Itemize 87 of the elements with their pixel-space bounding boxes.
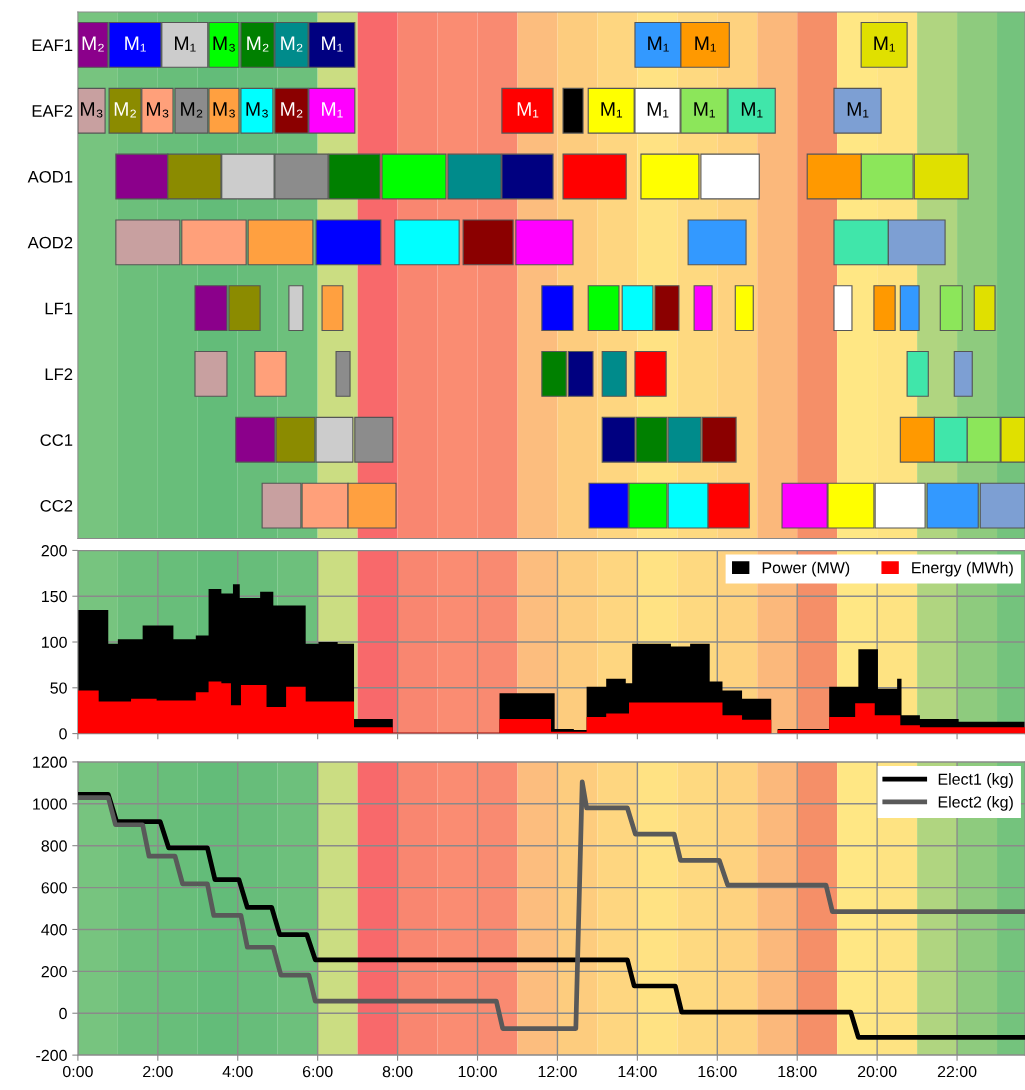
bar <box>587 285 620 332</box>
bar <box>321 285 344 332</box>
bar <box>501 87 554 134</box>
data-label: M₁ <box>601 102 623 118</box>
bar <box>734 285 754 332</box>
y-tick-label: 1200 <box>33 756 67 768</box>
x-tick-label: 16:00 <box>698 1065 737 1078</box>
y-tick-label: 1000 <box>33 798 67 810</box>
legend-label: Elect1 (kg) <box>938 773 1013 788</box>
data-label: M₃ <box>146 102 169 118</box>
bar <box>634 351 667 397</box>
x-tick-label: 10:00 <box>458 1065 497 1078</box>
x-tick-label: 18:00 <box>778 1065 817 1078</box>
bar <box>833 87 882 134</box>
y-tick-label: CC1 <box>40 434 73 446</box>
data-label: M₂ <box>247 36 269 52</box>
bar <box>288 285 304 332</box>
bar <box>873 285 896 332</box>
bar <box>77 87 106 134</box>
data-label: M₁ <box>874 36 896 52</box>
x-tick-label: 6:00 <box>302 1065 333 1078</box>
data-label: M₁ <box>175 36 196 52</box>
data-label: M₁ <box>694 102 715 118</box>
data-label: M₁ <box>125 36 146 52</box>
legend-label: Power (MW) <box>762 561 850 577</box>
bar <box>906 351 929 397</box>
y-tick-label: 0 <box>59 728 67 740</box>
bar <box>601 351 627 397</box>
data-label: M₁ <box>648 36 669 52</box>
data-label: M₃ <box>81 102 103 118</box>
x-tick-label: 8:00 <box>382 1065 413 1078</box>
bar <box>953 351 973 397</box>
y-tick-label: LF2 <box>45 368 73 380</box>
y-tick-label: 200 <box>41 965 67 978</box>
bar <box>693 285 713 332</box>
data-label: M₁ <box>322 36 343 52</box>
data-label: M₂ <box>281 102 303 118</box>
legend-label: Energy (MWh) <box>912 561 1013 577</box>
x-tick-label: 12:00 <box>538 1065 577 1078</box>
data-label: M₁ <box>695 36 716 52</box>
data-label: M₃ <box>213 102 235 118</box>
data-label: M₃ <box>246 102 268 118</box>
x-tick-label: 20:00 <box>857 1065 897 1078</box>
y-tick-label: AOD1 <box>27 170 73 183</box>
y-tick-label: AOD2 <box>27 236 73 249</box>
bar <box>194 351 228 397</box>
data-label: M₁ <box>847 102 869 118</box>
x-tick-label: 4:00 <box>222 1065 253 1078</box>
y-tick-label: 600 <box>41 882 67 894</box>
data-label: M₁ <box>517 102 539 118</box>
bar <box>899 285 920 332</box>
x-tick-label: 2:00 <box>143 1065 173 1078</box>
y-tick-label: 0 <box>59 1007 67 1020</box>
x-tick-label: 0:00 <box>62 1065 93 1078</box>
bar <box>541 285 574 332</box>
y-tick-label: 50 <box>50 682 67 694</box>
bar <box>254 351 287 397</box>
bar <box>939 285 963 332</box>
data-label: M₁ <box>322 102 343 118</box>
y-tick-label: CC2 <box>40 499 73 512</box>
data-label: M₂ <box>82 36 104 52</box>
y-tick-label: 800 <box>41 840 67 852</box>
x-tick-label: 22:00 <box>937 1065 977 1078</box>
bar <box>973 285 996 332</box>
y-tick-label: -200 <box>36 1049 67 1062</box>
bar <box>833 285 853 332</box>
data-label: M₃ <box>213 36 235 52</box>
y-tick-label: 100 <box>42 636 67 648</box>
y-tick-label: 200 <box>41 545 67 557</box>
bar <box>562 87 584 134</box>
data-label: M₂ <box>181 102 203 118</box>
data-label: M₂ <box>114 102 136 118</box>
data-label: M₁ <box>647 102 669 118</box>
legend-label: Elect2 (kg) <box>938 795 1013 811</box>
y-tick-label: LF1 <box>45 302 73 315</box>
bar <box>394 219 460 266</box>
data-label: M₁ <box>741 102 763 118</box>
y-tick-label: 150 <box>42 590 67 603</box>
bar <box>335 351 351 397</box>
bar <box>860 21 908 68</box>
y-tick-label: EAF2 <box>32 105 73 117</box>
bar <box>562 153 627 200</box>
y-tick-label: EAF1 <box>32 39 73 51</box>
bar <box>687 219 747 266</box>
data-label: M₂ <box>281 36 303 52</box>
y-tick-label: 400 <box>41 924 67 936</box>
x-tick-label: 14:00 <box>618 1065 657 1078</box>
